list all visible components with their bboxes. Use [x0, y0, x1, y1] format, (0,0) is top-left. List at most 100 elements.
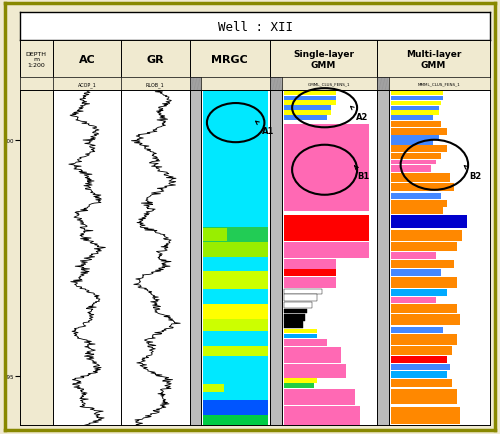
Bar — [284, 322, 302, 329]
Bar — [391, 305, 456, 313]
Bar — [284, 101, 336, 106]
Bar — [203, 304, 268, 319]
Bar — [203, 289, 268, 304]
Bar — [203, 215, 268, 227]
Bar — [284, 302, 312, 309]
Text: A1: A1 — [256, 122, 274, 136]
Bar — [203, 242, 268, 257]
Bar — [203, 91, 268, 215]
Bar — [391, 327, 444, 333]
Bar — [391, 372, 446, 378]
Bar — [391, 136, 440, 140]
Bar — [203, 243, 232, 256]
Text: AC: AC — [78, 55, 96, 65]
Text: A2: A2 — [350, 107, 368, 122]
Bar — [203, 346, 268, 356]
Bar — [284, 309, 308, 314]
Bar — [391, 216, 466, 229]
Bar — [203, 415, 268, 425]
Bar — [203, 331, 268, 346]
Bar — [284, 270, 336, 276]
Bar — [284, 314, 304, 321]
Bar — [284, 116, 327, 121]
Bar — [203, 227, 268, 242]
Text: GMML_CLUS_FENS_1: GMML_CLUS_FENS_1 — [308, 82, 350, 87]
Bar — [391, 243, 456, 251]
Bar — [203, 272, 268, 289]
Bar — [391, 111, 440, 115]
Bar — [391, 96, 444, 101]
Bar — [284, 334, 317, 339]
Bar — [391, 356, 446, 363]
Bar — [391, 407, 460, 424]
Bar — [284, 111, 332, 116]
Bar — [284, 277, 336, 289]
Bar — [391, 154, 442, 160]
Bar — [391, 208, 444, 214]
Bar — [284, 378, 317, 383]
Bar — [391, 364, 450, 370]
Bar — [284, 294, 317, 301]
Bar — [391, 146, 446, 153]
Bar — [391, 166, 432, 172]
Bar — [203, 347, 225, 355]
Text: Well : XII: Well : XII — [218, 21, 292, 33]
Bar — [284, 383, 314, 388]
Text: GR: GR — [146, 55, 164, 65]
Bar — [284, 389, 355, 405]
Text: B2: B2 — [464, 166, 481, 181]
Text: Multi-layer
GMM: Multi-layer GMM — [406, 50, 461, 69]
Bar — [284, 260, 336, 269]
Bar — [391, 230, 462, 241]
Bar — [284, 339, 327, 346]
Bar — [203, 356, 268, 383]
Bar — [391, 193, 442, 200]
Bar — [203, 401, 268, 415]
Bar — [391, 253, 436, 259]
Bar — [203, 384, 224, 392]
Text: ACOP_1: ACOP_1 — [78, 82, 96, 88]
Bar — [391, 297, 436, 303]
Bar — [284, 406, 360, 424]
Bar — [391, 347, 452, 355]
Bar — [284, 216, 370, 241]
Bar — [391, 315, 460, 326]
Bar — [284, 106, 332, 111]
Bar — [391, 129, 446, 135]
Bar — [284, 329, 317, 334]
Bar — [391, 101, 442, 106]
Bar — [203, 383, 268, 401]
Bar — [391, 289, 446, 296]
Bar — [391, 106, 440, 111]
Bar — [391, 335, 456, 345]
Bar — [203, 320, 230, 330]
Bar — [391, 389, 456, 404]
Bar — [391, 270, 442, 276]
Bar — [284, 243, 370, 259]
Text: DEPTH
m
1:200: DEPTH m 1:200 — [26, 51, 47, 68]
Bar — [203, 273, 229, 288]
Bar — [391, 121, 442, 128]
Bar — [391, 161, 436, 165]
Bar — [391, 141, 434, 145]
Bar — [203, 228, 227, 241]
Bar — [391, 92, 444, 96]
Text: MMML_CLUS_FENS_1: MMML_CLUS_FENS_1 — [418, 82, 461, 87]
Text: Single-layer
GMM: Single-layer GMM — [293, 50, 354, 69]
Bar — [284, 364, 346, 378]
Bar — [284, 96, 336, 101]
Bar — [203, 319, 268, 331]
Text: RLOB_1: RLOB_1 — [146, 82, 165, 88]
Bar — [284, 125, 370, 211]
Bar — [391, 260, 454, 269]
Bar — [391, 201, 446, 207]
Bar — [203, 257, 268, 272]
Bar — [284, 289, 322, 294]
Bar — [284, 347, 341, 363]
Bar — [203, 416, 227, 424]
Text: B1: B1 — [354, 166, 370, 180]
Bar — [391, 183, 454, 192]
Bar — [391, 277, 456, 289]
Text: MRGC: MRGC — [212, 55, 248, 65]
Bar — [391, 116, 434, 121]
